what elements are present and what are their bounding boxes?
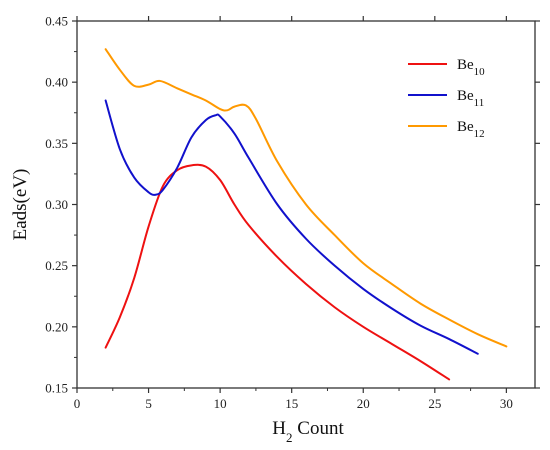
x-tick-label: 15 <box>285 396 298 411</box>
x-axis-title-rest: Count <box>293 418 345 439</box>
legend-label: Be12 <box>457 119 485 140</box>
x-tick-label: 0 <box>74 396 81 411</box>
y-tick-label: 0.45 <box>45 14 68 29</box>
legend-label-subscript: 11 <box>474 97 485 109</box>
legend-label-subscript: 10 <box>474 66 486 78</box>
legend-label-main: Be <box>457 119 474 135</box>
series-lines <box>104 48 508 381</box>
legend-label-subscript: 12 <box>474 128 485 140</box>
y-tick-label: 0.30 <box>45 197 68 212</box>
y-tick-label: 0.20 <box>45 319 68 334</box>
x-tick-label: 30 <box>500 396 513 411</box>
series-line-be10 <box>104 163 451 381</box>
y-tick-label: 0.25 <box>45 258 68 273</box>
x-tick-label: 5 <box>145 396 152 411</box>
x-tick-label: 10 <box>214 396 227 411</box>
legend-label-main: Be <box>457 88 474 104</box>
legend-label: Be10 <box>457 57 485 78</box>
y-tick-label: 0.40 <box>45 75 68 90</box>
legend-label: Be11 <box>457 88 484 109</box>
ticks: 0 5 10 15 20 25 30 0.15 0.20 0.25 0.30 0.35 0.40 0.45 <box>45 14 540 411</box>
x-axis-title-main: H <box>272 418 286 439</box>
y-tick-label: 0.35 <box>45 136 68 151</box>
x-tick-label: 25 <box>428 396 441 411</box>
x-axis-title-subscript: 2 <box>286 430 293 445</box>
x-tick-label: 20 <box>357 396 370 411</box>
y-tick-label: 0.15 <box>45 381 68 396</box>
series-line-be11 <box>104 99 479 355</box>
x-axis-title: H2 Count <box>272 418 344 445</box>
series-line-be12 <box>104 48 508 348</box>
legend-label-main: Be <box>457 57 474 73</box>
y-axis-title: Eads(eV) <box>10 169 31 241</box>
